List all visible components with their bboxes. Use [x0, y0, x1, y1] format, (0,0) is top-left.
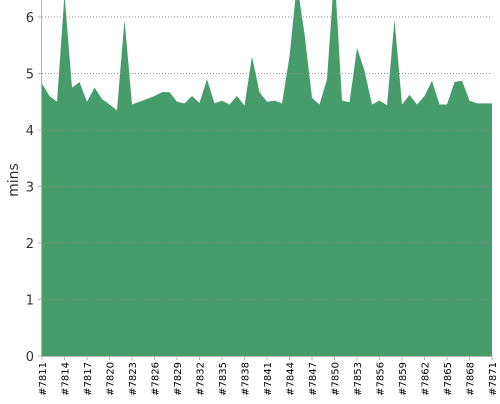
grid-lines: [42, 16, 492, 300]
x-tick-label: #7850: [331, 362, 342, 396]
y-tick-label: 1: [26, 293, 34, 308]
x-tick-label: #7841: [263, 362, 274, 396]
x-tick-label: #7853: [353, 362, 364, 396]
x-tick-label: #7862: [421, 362, 432, 396]
x-tick-label: #7814: [61, 362, 72, 396]
y-axis-label: mins: [6, 163, 22, 197]
x-tick-label: #7865: [443, 362, 454, 396]
x-tick-label: #7844: [286, 362, 297, 396]
x-tick-label: #7838: [241, 362, 252, 396]
y-tick-label: 0: [26, 350, 34, 365]
y-tick-label: 2: [26, 237, 34, 252]
x-tick-label: #7826: [151, 362, 162, 396]
y-tick-label: 3: [26, 180, 34, 195]
x-tick-label: #7823: [128, 362, 139, 396]
x-tick-label: #7868: [466, 362, 477, 396]
x-tick-label: #7811: [38, 362, 49, 396]
x-tick-label: #7832: [196, 362, 207, 396]
x-tick-label: #7835: [218, 362, 229, 396]
y-tick-label: 6: [26, 11, 34, 26]
x-tick-label: #7847: [308, 362, 319, 396]
y-tick-labels: 0 1 2 3 4 5 6: [26, 11, 34, 365]
area-series: [42, 0, 492, 356]
x-tick-label: #7817: [83, 362, 94, 396]
x-tick-label: #7859: [398, 362, 409, 396]
y-tick-label: 4: [26, 124, 34, 139]
x-tick-label: #7856: [376, 362, 387, 396]
x-tick-label: #7829: [173, 362, 184, 396]
x-tick-label: #7871: [488, 362, 499, 396]
x-tick-labels: #7811 #7814 #7817 #7820 #7823 #7826 #7829 #7832…: [38, 356, 499, 396]
x-tick-label: #7820: [106, 362, 117, 396]
area-fill: [42, 0, 492, 356]
y-tick-label: 5: [26, 67, 34, 82]
